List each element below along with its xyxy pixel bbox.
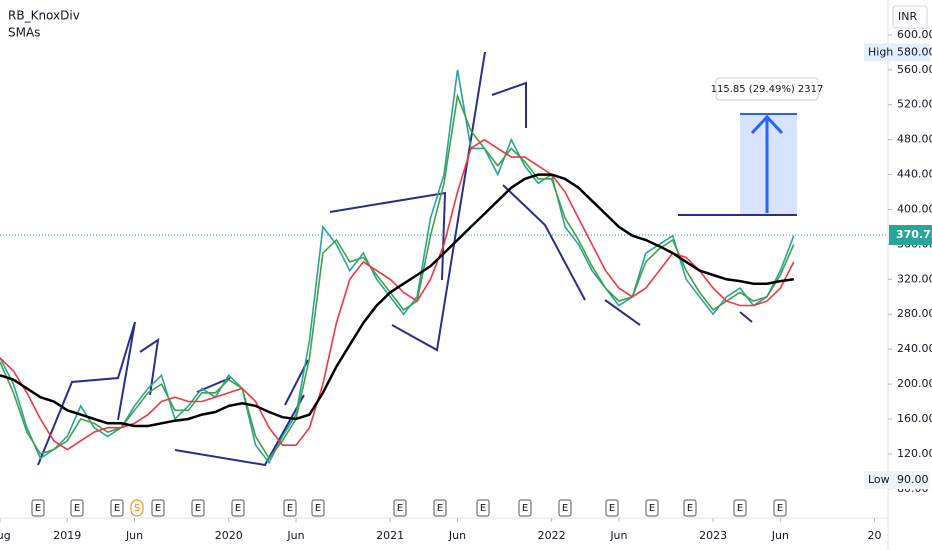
event-marker: [733, 499, 747, 517]
event-label: E: [114, 503, 120, 514]
high-name: High: [868, 45, 893, 58]
event-marker: [151, 499, 165, 517]
event-marker: [311, 499, 325, 517]
chart-title: RB_KnoxDiv: [8, 9, 80, 23]
y-tick-label: 200.00: [897, 377, 932, 390]
event-marker: [191, 499, 205, 517]
event-label: E: [235, 503, 241, 514]
y-tick-label: 120.00: [897, 447, 932, 460]
x-tick-label: 2020: [215, 529, 243, 542]
event-label: E: [437, 503, 443, 514]
x-tick-label: Jun: [286, 529, 304, 542]
event-marker: [283, 499, 297, 517]
event-label: E: [287, 503, 293, 514]
event-marker: [683, 499, 697, 517]
x-tick-label: Jun: [448, 529, 466, 542]
event-marker: [433, 499, 447, 517]
drawings: [37, 51, 797, 467]
measure-arrowhead: [750, 114, 784, 135]
chart-subtitle: SMAs: [8, 26, 40, 40]
event-label: E: [480, 503, 486, 514]
y-tick-label: 240.00: [897, 342, 932, 355]
drawing-line: [739, 311, 753, 323]
event-marker: [110, 499, 124, 517]
event-label: S: [134, 503, 140, 514]
currency-box: [892, 5, 928, 29]
event-marker: [70, 499, 84, 517]
measure-label: 115.85 (29.49%) 2317: [711, 84, 824, 95]
y-tick-label: 400.00: [897, 202, 932, 215]
drawing-line: [391, 51, 486, 352]
x-tick-label: 2021: [376, 529, 404, 542]
y-tick-label: 560.00: [897, 63, 932, 76]
x-tick-label: Jun: [771, 529, 789, 542]
drawing-line: [37, 321, 136, 466]
y-tick-label: 320.00: [897, 272, 932, 285]
drawing-line: [604, 299, 641, 326]
event-marker: [130, 499, 144, 517]
last-price-label: 370.75: [896, 228, 932, 241]
drawing-line: [139, 337, 160, 396]
y-tick-label: 600.00: [897, 28, 932, 41]
low-label: 90.00: [897, 473, 929, 486]
event-marker: [605, 499, 619, 517]
x-tick-label: Jun: [609, 529, 627, 542]
event-label: E: [315, 503, 321, 514]
event-label: E: [562, 503, 568, 514]
event-label: E: [74, 503, 80, 514]
x-tick-label: 2023: [699, 529, 727, 542]
x-tick-label: Aug: [0, 529, 11, 542]
event-marker: [773, 499, 787, 517]
series-line: [0, 138, 795, 451]
high-label: 580.00: [897, 45, 932, 58]
drawing-line: [491, 81, 527, 128]
x-tick-label: Jun: [125, 529, 143, 542]
last-price-box: [889, 225, 932, 246]
event-marker: [558, 499, 572, 517]
drawing-line: [329, 191, 447, 281]
event-label: E: [35, 503, 41, 514]
y-tick-label: 160.00: [897, 412, 932, 425]
x-tick-label: 2019: [53, 529, 81, 542]
x-tick-label: 2022: [538, 529, 566, 542]
measure-label-box: [715, 77, 819, 101]
event-label: E: [609, 503, 615, 514]
event-label: E: [777, 503, 783, 514]
low-box: [864, 471, 930, 490]
event-marker: [518, 499, 532, 517]
series-line: [0, 173, 794, 428]
y-tick-label: 280.00: [897, 307, 932, 320]
event-label: E: [649, 503, 655, 514]
currency-label: INR: [898, 10, 917, 23]
event-label: E: [737, 503, 743, 514]
high-box: [864, 43, 930, 62]
x-tick-label: 20: [868, 529, 882, 542]
event-marker: [393, 499, 407, 517]
event-marker: [31, 499, 45, 517]
event-marker: [231, 499, 245, 517]
y-tick-label: 520.00: [897, 98, 932, 111]
event-marker: [476, 499, 490, 517]
event-label: E: [522, 503, 528, 514]
series-line: [0, 69, 795, 465]
event-label: E: [397, 503, 403, 514]
event-marker: [645, 499, 659, 517]
event-label: E: [155, 503, 161, 514]
drawing-line: [502, 184, 586, 301]
y-tick-label: 440.00: [897, 168, 932, 181]
event-label: E: [195, 503, 201, 514]
low-name: Low: [868, 473, 890, 486]
event-label: E: [687, 503, 693, 514]
y-tick-label: 480.00: [897, 133, 932, 146]
